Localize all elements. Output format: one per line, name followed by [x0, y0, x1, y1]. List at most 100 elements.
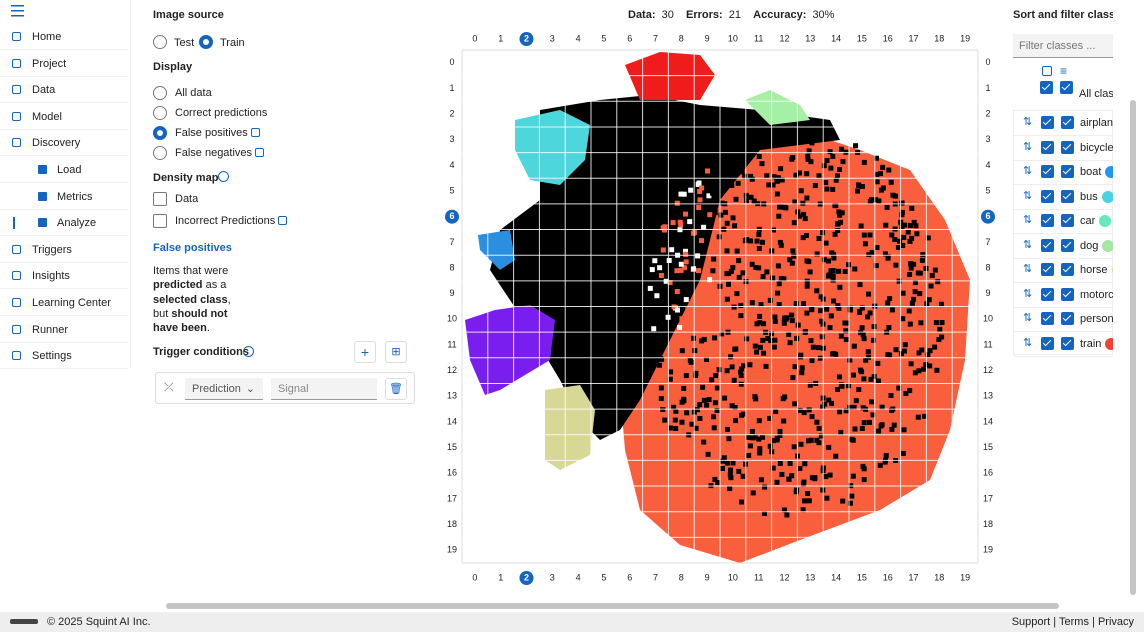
- checkbox[interactable]: [1041, 238, 1054, 252]
- footer-link[interactable]: Support: [1011, 616, 1051, 628]
- checkbox[interactable]: [1060, 81, 1073, 94]
- texture-pixel: [833, 177, 839, 183]
- column-label: 18: [934, 33, 944, 43]
- texture-pixel: [849, 493, 855, 499]
- texture-pixel: [914, 231, 920, 237]
- checkbox[interactable]: [1041, 189, 1054, 203]
- texture-pixel: [867, 419, 872, 425]
- v-scrollbar[interactable]: [1130, 100, 1136, 595]
- sort-handle[interactable]: ⇅: [1023, 263, 1033, 275]
- checkbox[interactable]: [1041, 116, 1054, 129]
- checkbox[interactable]: [1041, 336, 1054, 350]
- nav-item[interactable]: Metrics: [0, 185, 128, 210]
- radio[interactable]: [153, 126, 167, 140]
- sort-handle[interactable]: ⇅: [1023, 189, 1033, 202]
- sort-handle[interactable]: ⇅: [1023, 165, 1033, 177]
- info-icon[interactable]: [243, 346, 254, 357]
- filter-icon[interactable]: ≡: [1060, 64, 1068, 78]
- texture-pixel: [776, 281, 782, 287]
- nav-item[interactable]: Insights: [0, 264, 128, 290]
- nav-item[interactable]: Data: [0, 78, 128, 104]
- checkbox[interactable]: [1061, 140, 1074, 154]
- info-icon[interactable]: [218, 171, 229, 182]
- radio[interactable]: [153, 146, 167, 160]
- texture-pixel: [909, 205, 915, 211]
- checkbox[interactable]: [1040, 81, 1053, 94]
- description-segment: predicted: [153, 279, 203, 292]
- texture-pixel: [889, 307, 895, 313]
- radio[interactable]: [153, 86, 167, 100]
- nav-item[interactable]: Triggers: [0, 238, 128, 263]
- nav-item[interactable]: Analyze: [0, 211, 128, 237]
- checkbox[interactable]: [1061, 189, 1074, 203]
- texture-pixel: [710, 268, 716, 274]
- checkbox[interactable]: [1061, 214, 1074, 227]
- sort-handle[interactable]: ⇅: [1023, 116, 1033, 128]
- sort-handle[interactable]: ⇅: [1023, 336, 1033, 349]
- texture-pixel: [839, 210, 845, 216]
- nav-item[interactable]: Load: [0, 158, 128, 183]
- sort-handle[interactable]: ⇅: [1023, 287, 1033, 300]
- texture-pixel: [917, 291, 923, 297]
- texture-pixel: [882, 459, 888, 465]
- filter-input[interactable]: Filter classes ...: [1013, 34, 1113, 58]
- db-icon: [255, 148, 265, 157]
- texture-pixel: [812, 183, 818, 188]
- texture-pixel: [901, 234, 907, 240]
- class-row: ⇅ person: [1014, 307, 1113, 332]
- texture-pixel: [749, 428, 755, 434]
- texture-pixel: [714, 385, 720, 391]
- checkbox[interactable]: [1061, 312, 1074, 325]
- clear-icon[interactable]: ⤫: [164, 380, 174, 394]
- texture-pixel: [747, 443, 753, 449]
- footer-link[interactable]: Terms: [1059, 616, 1089, 628]
- checkbox[interactable]: [1061, 336, 1074, 350]
- texture-pixel: [915, 414, 921, 420]
- radio[interactable]: [153, 106, 167, 120]
- nav-icon: [38, 165, 47, 174]
- checkbox[interactable]: [1061, 263, 1074, 276]
- checkbox[interactable]: [153, 213, 167, 228]
- checkbox[interactable]: [1061, 165, 1074, 178]
- add-button[interactable]: +: [354, 341, 376, 363]
- footer: © 2025 Squint AI Inc. Support | Terms | …: [0, 612, 1144, 632]
- nav-item[interactable]: Runner: [0, 318, 128, 343]
- nav-item[interactable]: Discovery: [0, 131, 128, 157]
- checkbox[interactable]: [1041, 165, 1054, 178]
- checkbox[interactable]: [1041, 312, 1054, 325]
- radio[interactable]: [153, 35, 167, 49]
- h-scrollbar[interactable]: [166, 603, 1059, 609]
- grid-button[interactable]: ⊞: [385, 341, 407, 363]
- db-icon[interactable]: [1042, 66, 1052, 76]
- checkbox[interactable]: [1041, 140, 1054, 154]
- sort-handle[interactable]: ⇅: [1023, 214, 1033, 226]
- nav-item[interactable]: Learning Center: [0, 291, 128, 316]
- checkbox[interactable]: [153, 192, 167, 206]
- checkbox[interactable]: [1041, 287, 1054, 301]
- sort-handle[interactable]: ⇅: [1023, 140, 1033, 153]
- texture-pixel: [806, 126, 812, 131]
- radio[interactable]: [199, 35, 213, 49]
- checkbox[interactable]: [1041, 214, 1054, 227]
- section-title: Trigger conditions: [153, 346, 249, 358]
- footer-link[interactable]: Privacy: [1097, 616, 1134, 628]
- sort-handle[interactable]: ⇅: [1023, 312, 1033, 324]
- sort-handle[interactable]: ⇅: [1023, 238, 1033, 251]
- menu-icon[interactable]: [11, 5, 25, 17]
- checkbox[interactable]: [1061, 238, 1074, 252]
- delete-button[interactable]: 🗑: [385, 378, 407, 400]
- nav-item[interactable]: Model: [0, 105, 128, 130]
- column-label: 15: [857, 572, 867, 582]
- texture-pixel: [683, 297, 689, 303]
- checkbox[interactable]: [1061, 116, 1074, 129]
- prediction-select[interactable]: Prediction ⌄: [185, 378, 263, 400]
- nav-item[interactable]: Settings: [0, 344, 128, 370]
- signal-input[interactable]: Signal: [271, 378, 377, 400]
- texture-pixel: [794, 335, 800, 341]
- texture-pixel: [731, 304, 737, 310]
- texture-pixel: [879, 422, 885, 428]
- nav-item[interactable]: Project: [0, 52, 128, 77]
- checkbox[interactable]: [1061, 287, 1074, 301]
- checkbox[interactable]: [1041, 263, 1054, 276]
- nav-item[interactable]: Home: [0, 25, 128, 50]
